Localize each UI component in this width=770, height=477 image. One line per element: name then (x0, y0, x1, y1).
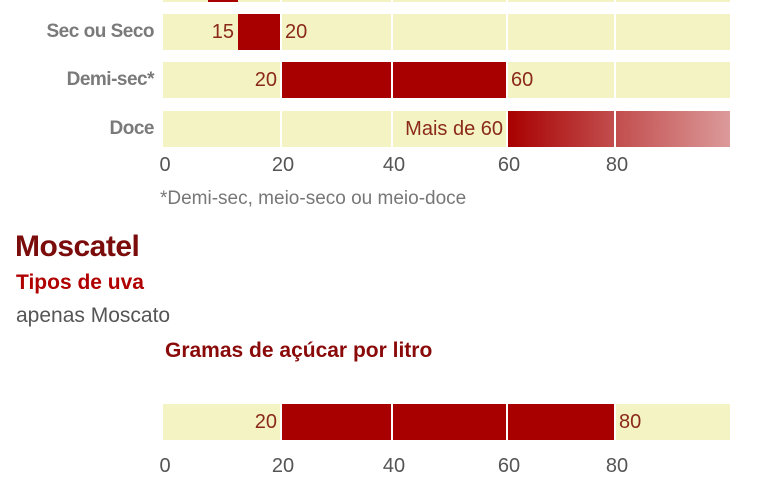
track-segment (163, 62, 280, 98)
low-value-label: 20 (254, 411, 277, 433)
track-segment (282, 14, 391, 50)
axis-tick-label: 0 (159, 154, 171, 176)
high-value-label: 20 (285, 21, 308, 43)
axis-tick-label: 60 (497, 455, 521, 477)
track-segment (616, 0, 730, 2)
range-bar (393, 62, 506, 98)
high-value-label: 80 (619, 411, 642, 433)
track-segment (393, 111, 506, 147)
row-label: Sec ou Seco (46, 21, 155, 42)
track-segment (616, 404, 730, 440)
range-bar (238, 14, 280, 50)
axis-tick-label: 20 (271, 455, 295, 477)
range-bar (282, 404, 391, 440)
axis-tick-label: 40 (382, 455, 406, 477)
track-segment (163, 404, 280, 440)
range-bar (508, 111, 614, 147)
track-segment (282, 111, 391, 147)
range-bar (616, 111, 730, 147)
row-label: Doce (109, 118, 155, 139)
axis-tick-label: 0 (159, 455, 171, 477)
track-segment (163, 111, 280, 147)
range-bar (393, 404, 506, 440)
section-title: Moscatel (15, 230, 140, 263)
grape-types-heading: Tipos de uva (16, 271, 144, 294)
track-segment (393, 0, 506, 2)
footnote: *Demi-sec, meio-seco ou meio-doce (160, 188, 467, 209)
track-segment (616, 14, 730, 50)
track-segment (508, 14, 614, 50)
range-bar (508, 404, 614, 440)
grape-types-value: apenas Moscato (16, 304, 171, 327)
axis-tick-label: 20 (271, 154, 295, 176)
track-segment (508, 0, 614, 2)
axis-tick-label: 40 (382, 154, 406, 176)
low-value-label: 20 (254, 69, 277, 91)
range-bar (282, 62, 391, 98)
track-segment (282, 0, 391, 2)
track-segment (508, 62, 614, 98)
track-segment (393, 14, 506, 50)
row-label: Demi-sec* (66, 69, 155, 90)
axis-tick-label: 80 (605, 154, 629, 176)
low-value-label: 15 (211, 21, 234, 43)
axis-tick-label: 80 (605, 455, 629, 477)
range-bar (208, 0, 238, 2)
high-value-label: 60 (511, 69, 534, 91)
chart-title: Gramas de açúcar por litro (165, 339, 433, 362)
track-segment (616, 62, 730, 98)
low-value-label: Mais de 60 (405, 118, 503, 140)
axis-tick-label: 60 (497, 154, 521, 176)
